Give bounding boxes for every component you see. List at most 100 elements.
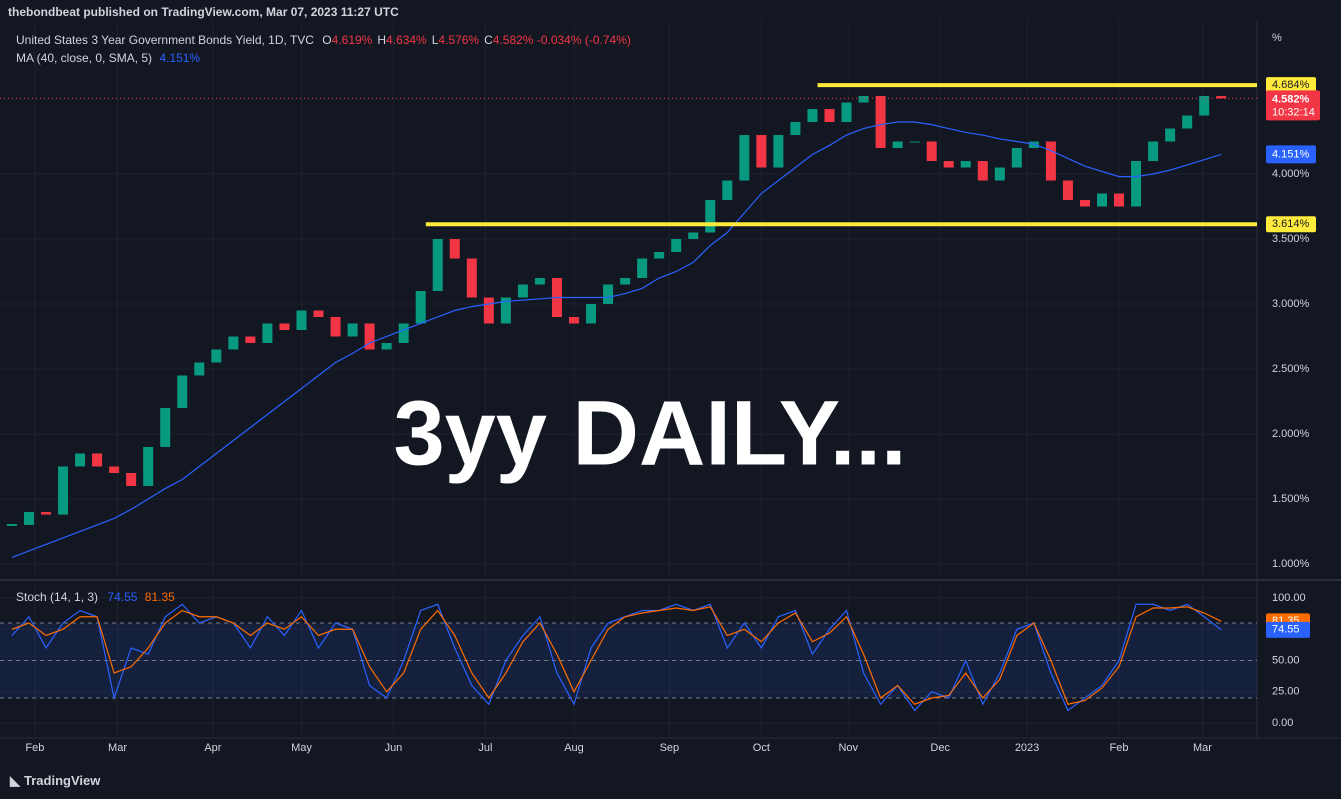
candle [143,446,154,486]
candle [109,466,120,473]
ma-value: 4.151% [159,51,201,65]
level-label: 3.614% [1272,218,1310,230]
x-tick-label: Sep [660,742,680,754]
candle [1182,115,1193,129]
candle [858,96,869,103]
candle [279,323,290,330]
candle [824,109,835,123]
candle [603,284,614,304]
candle [620,278,631,285]
candle [637,258,648,279]
time-axis: Feb Mar Apr May Jun Jul Aug Sep Oct Nov Dec 2023 Feb… [25,742,1212,754]
x-tick-label: Mar [108,742,127,754]
ma-name: MA (40, close, 0, SMA, 5) [16,51,153,65]
candle [483,297,494,324]
y-tick-label: 100.00 [1272,592,1306,604]
y-tick-label: 1.500% [1272,493,1310,505]
legend-main: United States 3 Year Government Bonds Yi… [16,33,631,47]
x-tick-label: 2023 [1015,742,1039,754]
brand: ◣ TradingView [10,773,101,788]
candle [347,323,358,337]
ohlc-value: 4.582% [492,33,534,47]
candle [671,239,682,253]
y-tick-label: 0.00 [1272,717,1293,729]
y-tick-label: 2.500% [1272,363,1310,375]
candle [1011,148,1022,168]
brand-name: TradingView [24,773,101,788]
stoch-line [11,606,1222,705]
candle [1062,180,1073,201]
candle [466,258,477,298]
ma-line [11,121,1222,559]
stoch-value-box [1266,621,1310,638]
candle [534,278,545,285]
candle [892,141,903,149]
ohlc: O4.619% H4.634% L4.576% C4.582% [317,33,533,47]
candle [977,161,988,181]
candle [586,303,597,324]
candle [994,167,1005,181]
candle [245,336,256,343]
last-price-box [1266,90,1320,121]
candle [807,109,818,123]
change: -0.034% (-0.74%) [536,33,631,47]
candle [739,135,750,181]
candle [1045,141,1056,181]
k-value: 74.55 [107,590,138,604]
y-tick-label: 3.500% [1272,233,1310,245]
level-box [1266,216,1316,233]
candle [1028,141,1039,149]
x-tick-label: Feb [25,742,44,754]
legend-stoch: Stoch (14, 1, 3) 74.55 81.35 [16,590,175,604]
x-tick-label: Oct [753,742,770,754]
candle [177,375,188,408]
candle [705,200,716,233]
candle [6,523,17,526]
ohlc-key: L [431,33,439,47]
candle [960,161,971,168]
candle [160,407,171,447]
candle [1114,193,1125,207]
candle [568,316,579,324]
candle [398,323,409,343]
candle [773,135,784,168]
candle [228,336,239,350]
byline: thebondbeat published on TradingView.com… [8,5,399,19]
candle [449,239,460,259]
x-tick-label: Jul [478,742,492,754]
ohlc-value: 4.634% [386,33,427,47]
level-label: 4.684% [1272,79,1310,91]
candle [1216,96,1227,99]
main-pane: 1.000% 1.500% 2.000% 2.500% 3.000% 3.500% 4.00… [0,20,1320,575]
x-tick-label: Nov [838,742,858,754]
x-tick-label: Apr [204,742,221,754]
x-tick-label: Dec [930,742,950,754]
candle [1131,161,1142,207]
x-tick-label: Feb [1110,742,1129,754]
y-tick-label: 3.000% [1272,298,1310,310]
candle [330,316,341,337]
candle [23,511,34,525]
candle [40,511,51,515]
countdown: 10:32:14 [1272,106,1315,118]
y-tick-label: 4.000% [1272,168,1310,180]
candle [943,161,954,168]
candle [313,310,324,317]
candle [517,284,528,298]
d-value: 81.35 [144,590,175,604]
candle [1079,200,1090,207]
y-tick-label: 1.000% [1272,558,1310,570]
candle [75,453,86,467]
candle [875,96,886,149]
stoch-value-label: 74.55 [1272,624,1300,636]
candle [688,232,699,240]
x-tick-label: Mar [1193,742,1212,754]
candle [1199,96,1210,116]
level-box [1266,77,1316,94]
candle [211,349,222,363]
ohlc-value: 4.576% [438,33,480,47]
candle [296,310,307,330]
ma-price-box [1266,145,1316,164]
